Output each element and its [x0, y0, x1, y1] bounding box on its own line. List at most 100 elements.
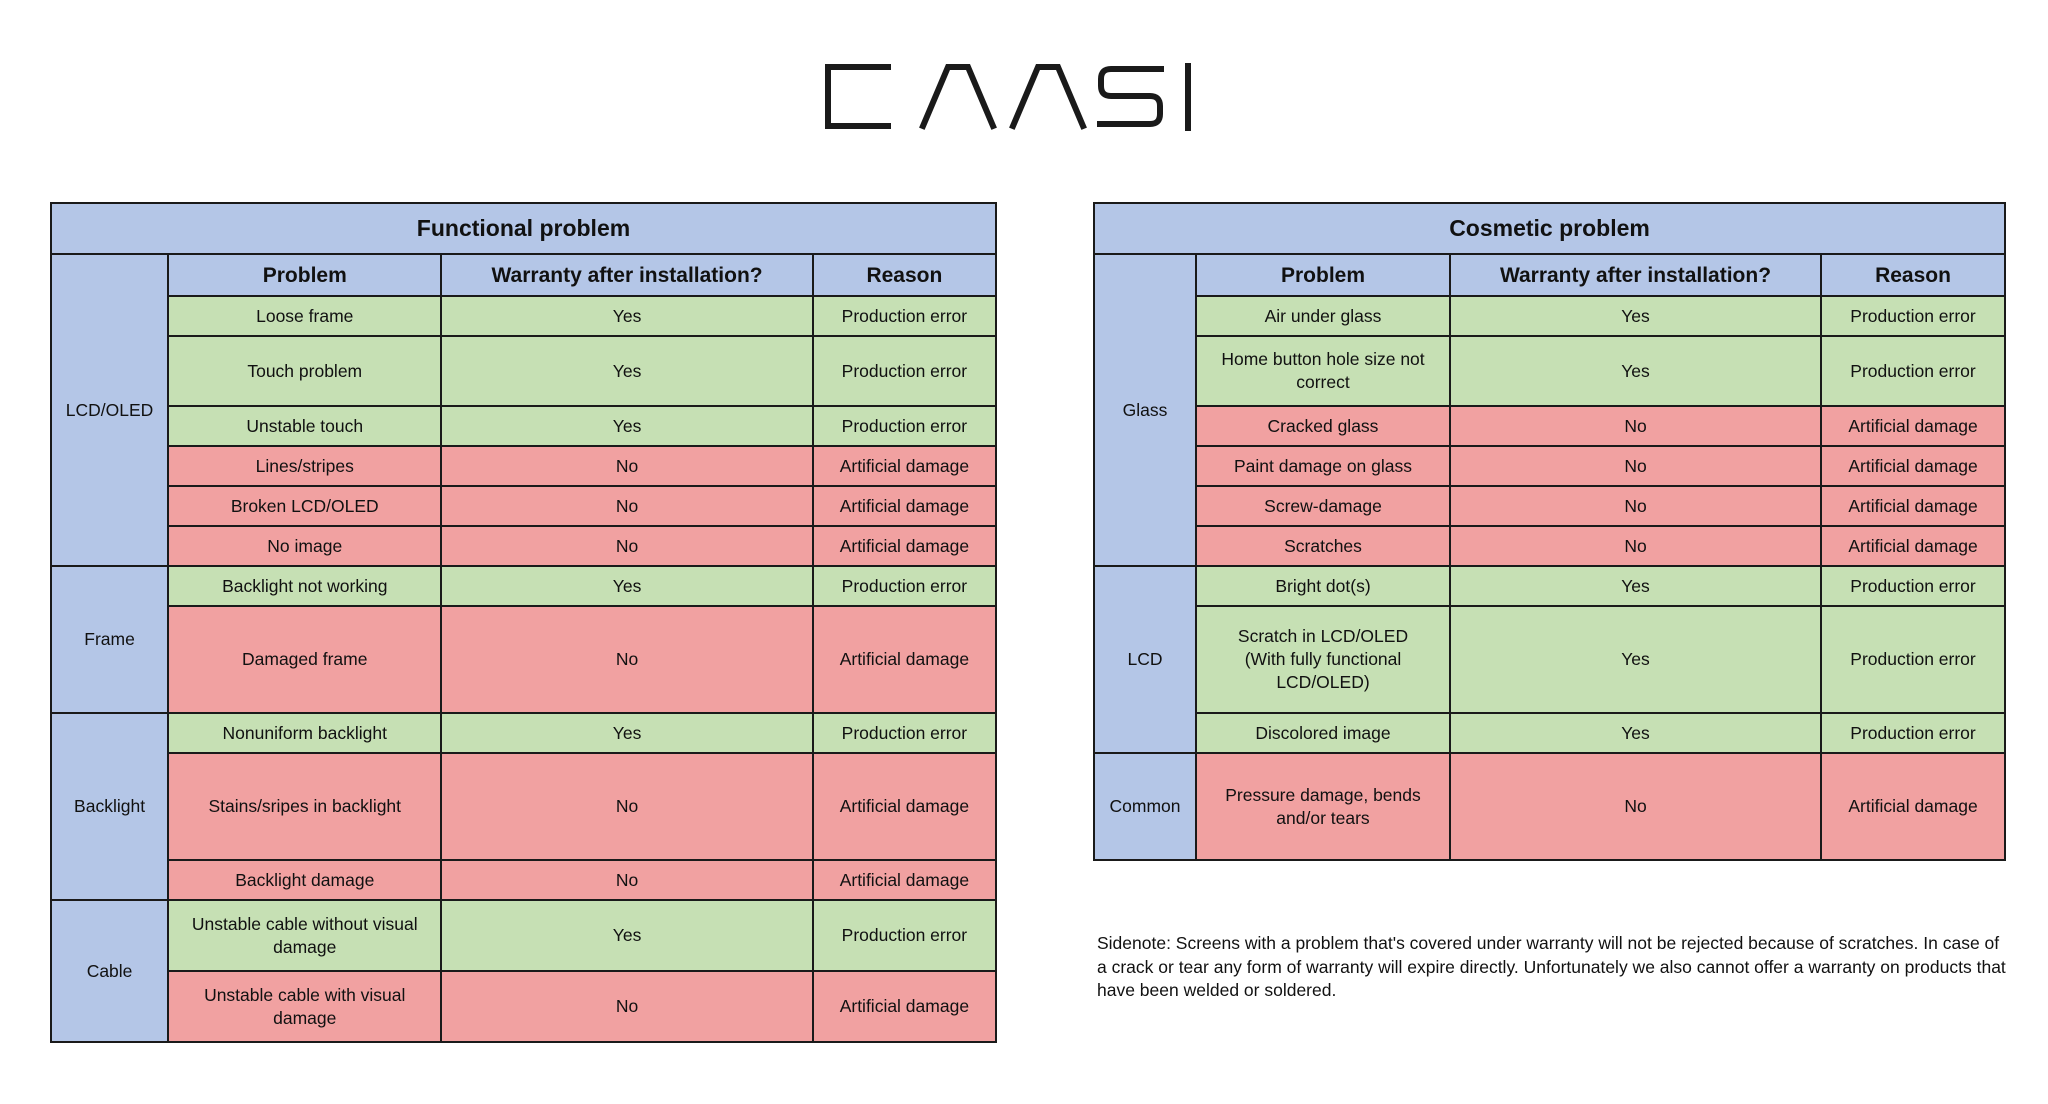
table-title: Cosmetic problem: [1092, 202, 2007, 255]
problem-cell: Broken LCD/OLED: [167, 485, 443, 527]
reason-cell: Artificial damage: [811, 970, 998, 1043]
category-cell: LCD/OLED: [49, 253, 170, 567]
reason-cell: Production error: [1819, 295, 2007, 337]
reason-cell: Production error: [1819, 712, 2007, 754]
warranty-cell: Yes: [440, 565, 814, 607]
reason-cell: Production error: [1819, 335, 2007, 407]
warranty-cell: Yes: [440, 335, 814, 407]
table-row: Unstable cable with visual damage No Art…: [51, 970, 998, 1043]
problem-cell: Home button hole size not correct: [1195, 335, 1451, 407]
warranty-cell: No: [1449, 525, 1822, 567]
problem-cell: Stains/sripes in backlight: [167, 752, 443, 861]
problem-cell: Bright dot(s): [1195, 565, 1451, 607]
problem-cell: Lines/stripes: [167, 445, 443, 487]
problem-cell: No image: [167, 525, 443, 567]
table-row: Damaged frame No Artificial damage: [51, 605, 998, 714]
table-row: Common Pressure damage, bends and/or tea…: [1093, 752, 2007, 861]
table-row: Scratches No Artificial damage: [1094, 525, 2007, 567]
caasi-logo: [820, 62, 1200, 134]
reason-cell: Production error: [811, 335, 998, 407]
category-cell: Glass: [1093, 253, 1197, 567]
table-row: Home button hole size not correct Yes Pr…: [1094, 335, 2007, 407]
warranty-cell: Yes: [1449, 565, 1822, 607]
category-cell: Common: [1093, 752, 1197, 861]
warranty-cell: Yes: [440, 712, 814, 754]
problem-cell: Paint damage on glass: [1195, 445, 1451, 487]
problem-cell: Screw-damage: [1195, 485, 1451, 527]
problem-cell: Air under glass: [1195, 295, 1451, 337]
table-row: Lines/stripes No Artificial damage: [51, 445, 998, 487]
sidenote-text: Sidenote: Screens with a problem that's …: [1097, 933, 2006, 1000]
warranty-cell: Yes: [1449, 295, 1822, 337]
problem-cell: Unstable touch: [167, 405, 443, 447]
table-row: Backlight Nonuniform backlight Yes Produ…: [49, 712, 998, 901]
category-cell: LCD: [1093, 565, 1197, 754]
warranty-cell: No: [440, 752, 814, 861]
table-row: Loose frame Yes Production error: [51, 295, 998, 337]
table-title: Functional problem: [50, 202, 997, 255]
table-row: Screw-damage No Artificial damage: [1094, 485, 2007, 527]
table-row: Backlight damage No Artificial damage: [51, 859, 998, 901]
warranty-cell: Yes: [440, 899, 814, 972]
reason-cell: Artificial damage: [1819, 485, 2007, 527]
problem-cell: Damaged frame: [167, 605, 443, 714]
reason-cell: Artificial damage: [811, 752, 998, 861]
table-row: Stains/sripes in backlight No Artificial…: [51, 752, 998, 861]
category-cell: Frame: [49, 565, 170, 714]
table-row: Touch problem Yes Production error: [51, 335, 998, 407]
warranty-cell: Yes: [440, 405, 814, 447]
problem-cell: Cracked glass: [1195, 405, 1451, 447]
reason-cell: Artificial damage: [1819, 405, 2007, 447]
table-row: Unstable touch Yes Production error: [51, 405, 998, 447]
reason-cell: Artificial damage: [811, 859, 998, 901]
reason-cell: Artificial damage: [811, 525, 998, 567]
warranty-cell: Yes: [1449, 335, 1822, 407]
caasi-logo-mark: [825, 63, 1191, 131]
problem-cell: Backlight damage: [167, 859, 443, 901]
reason-cell: Production error: [1819, 605, 2007, 714]
warranty-cell: Yes: [1449, 605, 1822, 714]
reason-cell: Artificial damage: [1819, 752, 2007, 861]
functional-problem-table: Functional problem LCD/OLED Problem Warr…: [49, 202, 998, 1043]
table-row: Discolored image Yes Production error: [1094, 712, 2007, 754]
reason-cell: Production error: [1819, 565, 2007, 607]
problem-cell: Unstable cable with visual damage: [167, 970, 443, 1043]
problem-cell: Loose frame: [167, 295, 443, 337]
problem-cell: Backlight not working: [167, 565, 443, 607]
table-row: LCD Bright dot(s) Yes Production error: [1093, 565, 2007, 754]
category-cell: Backlight: [49, 712, 170, 901]
reason-cell: Production error: [811, 565, 998, 607]
problem-cell: Nonuniform backlight: [167, 712, 443, 754]
problem-cell: Unstable cable without visual damage: [167, 899, 443, 972]
reason-cell: Artificial damage: [811, 485, 998, 527]
column-header-problem: Problem: [167, 253, 443, 297]
warranty-cell: No: [1449, 405, 1822, 447]
cosmetic-problem-table: Cosmetic problem Glass Problem Warranty …: [1092, 202, 2007, 861]
warranty-cell: No: [440, 605, 814, 714]
warranty-cell: Yes: [1449, 712, 1822, 754]
reason-cell: Artificial damage: [1819, 525, 2007, 567]
warranty-cell: No: [440, 445, 814, 487]
problem-cell: Discolored image: [1195, 712, 1451, 754]
table-row: Scratch in LCD/OLED (With fully function…: [1094, 605, 2007, 714]
reason-cell: Production error: [811, 712, 998, 754]
table-row: Air under glass Yes Production error: [1094, 295, 2007, 337]
problem-cell: Pressure damage, bends and/or tears: [1195, 752, 1451, 861]
problem-cell: Touch problem: [167, 335, 443, 407]
reason-cell: Production error: [811, 899, 998, 972]
column-header-reason: Reason: [811, 253, 998, 297]
column-header-warranty: Warranty after installation?: [440, 253, 814, 297]
reason-cell: Artificial damage: [1819, 445, 2007, 487]
warranty-cell: No: [440, 970, 814, 1043]
column-header-warranty: Warranty after installation?: [1449, 253, 1822, 297]
table-row: Broken LCD/OLED No Artificial damage: [51, 485, 998, 527]
reason-cell: Artificial damage: [811, 605, 998, 714]
warranty-cell: No: [1449, 485, 1822, 527]
table-row: No image No Artificial damage: [51, 525, 998, 567]
column-header-reason: Reason: [1819, 253, 2007, 297]
problem-cell: Scratch in LCD/OLED (With fully function…: [1195, 605, 1451, 714]
warranty-cell: No: [1449, 752, 1822, 861]
reason-cell: Production error: [811, 295, 998, 337]
warranty-cell: No: [440, 525, 814, 567]
reason-cell: Artificial damage: [811, 445, 998, 487]
